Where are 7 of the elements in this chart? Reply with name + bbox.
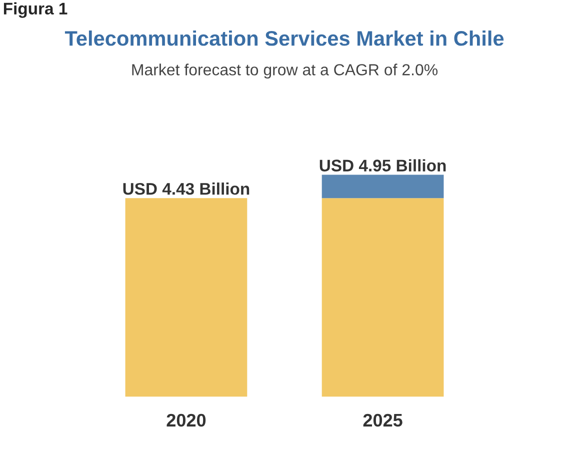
- x-tick-label: 2025: [363, 414, 402, 427]
- text: Figura 1: [4, 2, 68, 18]
- x-tick-label: 2020: [166, 414, 206, 427]
- total-label: USD 4.95 Billion: [320, 159, 446, 172]
- total-label: USD 4.43 Billion: [123, 182, 250, 195]
- chart-subtitle: Market forecast to grow at a CAGR of 2.0%: [132, 64, 438, 79]
- chart-title: Telecommunication Services Market in Chile: [64, 30, 504, 46]
